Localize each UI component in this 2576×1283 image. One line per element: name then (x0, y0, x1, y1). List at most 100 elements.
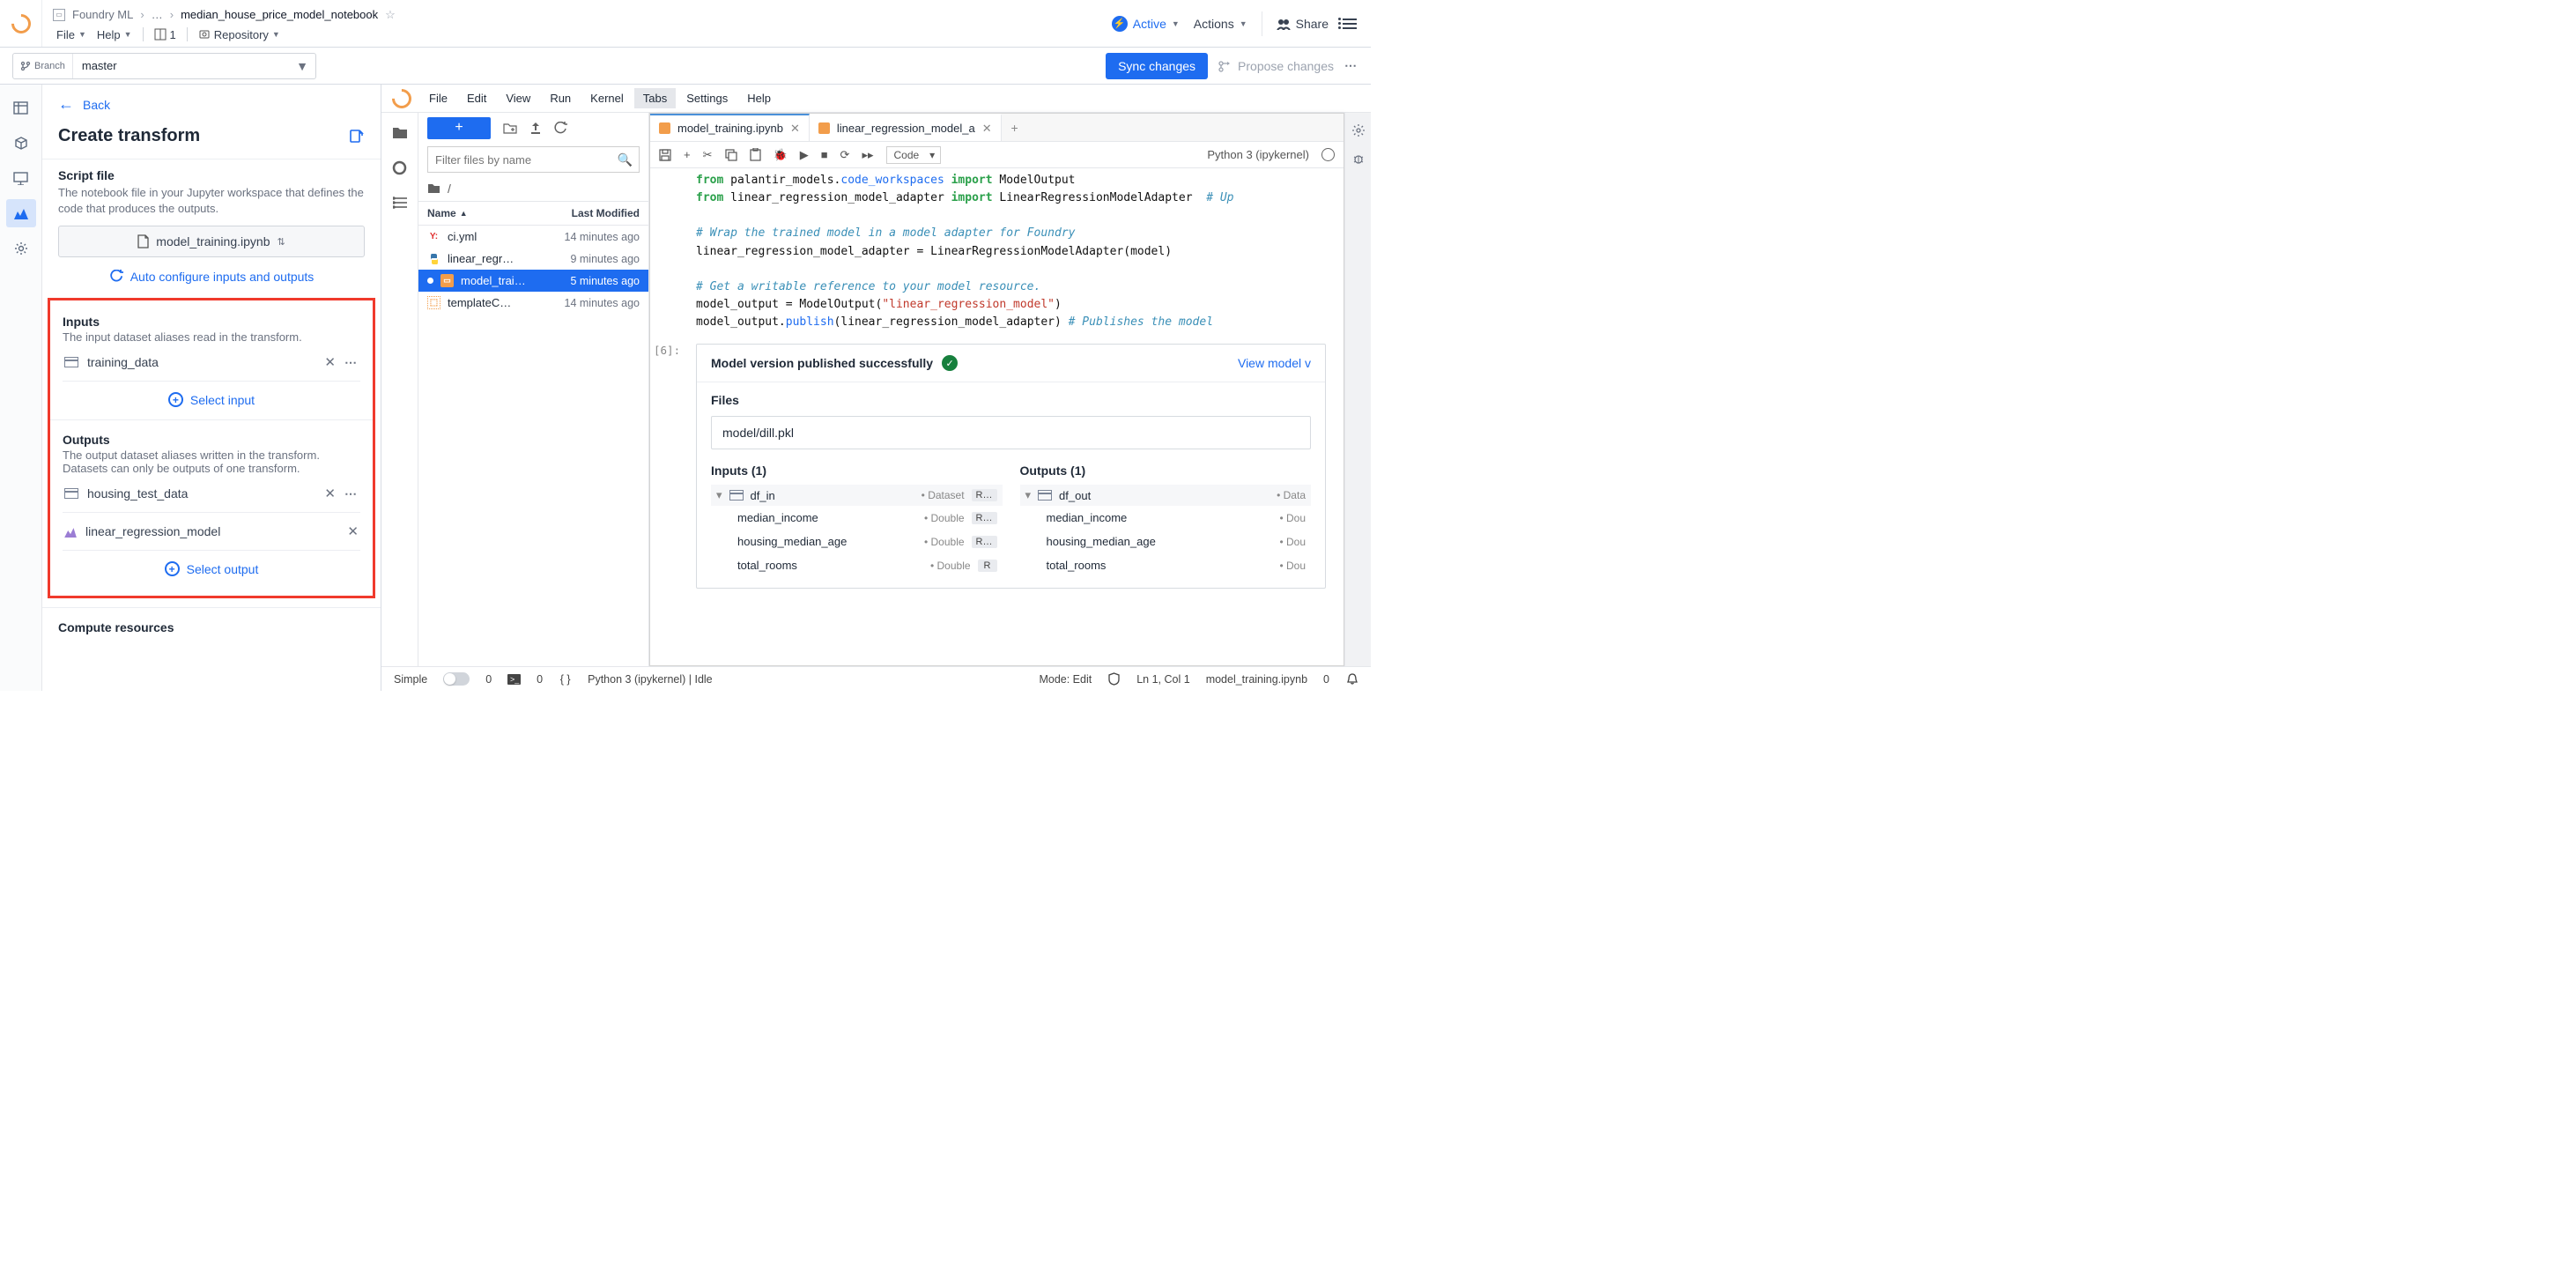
remove-icon[interactable]: ✕ (324, 354, 336, 370)
chevron-down-icon[interactable]: ▾ (1025, 488, 1032, 502)
file-row[interactable]: ▭model_trai…5 minutes ago (418, 270, 648, 292)
more-icon[interactable]: ⋯ (344, 486, 359, 501)
cell-type-select[interactable]: Code (886, 146, 942, 164)
select-input-button[interactable]: + Select input (63, 382, 360, 411)
jup-menu-help[interactable]: Help (738, 88, 780, 108)
remove-icon[interactable]: ✕ (324, 486, 336, 501)
app-menu-icon[interactable] (1343, 19, 1357, 29)
brackets-icon[interactable]: { } (559, 672, 572, 686)
rail-settings-icon[interactable] (6, 234, 36, 263)
breadcrumb-ellipsis[interactable]: … (152, 8, 163, 21)
bug-icon[interactable]: 🐞 (774, 148, 788, 162)
close-icon[interactable]: ✕ (982, 122, 992, 136)
branch-selector[interactable]: Branch master ▼ (12, 53, 316, 79)
upload-icon[interactable] (529, 122, 542, 135)
rail-transforms-icon[interactable] (6, 199, 36, 227)
refresh-icon[interactable] (554, 122, 567, 135)
rail-table-icon[interactable] (6, 93, 36, 122)
file-menu[interactable]: File▼ (53, 26, 90, 43)
rail-presentation-icon[interactable] (6, 164, 36, 192)
model-icon (64, 525, 77, 538)
output-title: Model version published successfully (711, 356, 933, 370)
simple-toggle[interactable] (443, 672, 470, 686)
notebook-tab[interactable]: model_training.ipynb ✕ (650, 114, 810, 141)
notebook-icon: ▭ (440, 274, 454, 287)
save-icon[interactable] (659, 149, 671, 161)
close-icon[interactable]: ✕ (790, 122, 800, 136)
input-item[interactable]: training_data ✕ ⋯ (63, 344, 360, 382)
jup-menu-view[interactable]: View (497, 88, 539, 108)
propose-changes-button[interactable]: Propose changes (1218, 59, 1334, 73)
code-cell[interactable]: from palantir_models.code_workspaces imp… (696, 168, 1344, 340)
new-file-button[interactable]: + (427, 117, 491, 139)
rail-package-icon[interactable] (6, 129, 36, 157)
dataset-icon (64, 488, 78, 499)
script-file-selector[interactable]: model_training.ipynb ⇅ (58, 226, 365, 257)
file-row[interactable]: linear_regr…9 minutes ago (418, 248, 648, 270)
share-button[interactable]: Share (1277, 17, 1329, 31)
more-icon[interactable]: ⋯ (1344, 58, 1358, 73)
shield-icon[interactable] (1107, 672, 1121, 686)
restart-icon[interactable]: ⟳ (840, 148, 850, 162)
io-output-row[interactable]: ▾ df_out • Data (1020, 485, 1312, 506)
jup-menu-kernel[interactable]: Kernel (581, 88, 633, 108)
outputs-heading: Outputs (63, 433, 360, 447)
add-tab-button[interactable]: + (1002, 114, 1028, 141)
output-item[interactable]: linear_regression_model ✕ (63, 513, 360, 551)
terminal-icon[interactable]: >_ (507, 672, 521, 686)
jup-menu-edit[interactable]: Edit (458, 88, 495, 108)
more-icon[interactable]: ⋯ (344, 355, 359, 370)
file-path[interactable]: / (418, 176, 648, 202)
output-item[interactable]: housing_test_data ✕ ⋯ (63, 475, 360, 513)
jup-rail-toc-icon[interactable] (391, 194, 409, 211)
jup-rail-running-icon[interactable] (391, 159, 409, 176)
right-rail-gear-icon[interactable] (1351, 123, 1366, 137)
breadcrumb-root[interactable]: Foundry ML (72, 8, 133, 21)
io-input-row[interactable]: ▾ df_in • Dataset R… (711, 485, 1003, 506)
bell-icon[interactable] (1345, 672, 1358, 686)
run-icon[interactable]: ▶ (800, 148, 809, 162)
active-status[interactable]: ⚡ Active▼ (1112, 16, 1180, 32)
sync-changes-button[interactable]: Sync changes (1106, 53, 1208, 79)
transform-icon[interactable] (349, 129, 365, 145)
chevron-down-icon[interactable]: ▾ (716, 488, 722, 502)
tabs-indicator[interactable]: 1 (151, 26, 180, 43)
auto-configure-button[interactable]: Auto configure inputs and outputs (58, 270, 365, 284)
copy-icon[interactable] (725, 149, 737, 161)
repository-menu[interactable]: Repository▼ (195, 26, 284, 43)
notebook-tab[interactable]: linear_regression_model_a ✕ (810, 114, 1002, 141)
kernel-status-icon (1321, 148, 1335, 161)
new-folder-icon[interactable] (503, 122, 517, 134)
select-output-button[interactable]: + Select output (63, 551, 360, 580)
jup-menu-run[interactable]: Run (541, 88, 580, 108)
file-filter-input[interactable] (427, 146, 640, 173)
view-model-link[interactable]: View model v (1238, 356, 1311, 370)
jup-menu-tabs[interactable]: Tabs (634, 88, 676, 108)
inputs-desc: The input dataset aliases read in the tr… (63, 330, 360, 344)
actions-menu[interactable]: Actions▼ (1194, 17, 1247, 31)
col-modified[interactable]: Last Modified (572, 207, 640, 219)
sort-icon: ⇅ (277, 236, 285, 248)
back-button[interactable]: ←Back (58, 95, 365, 114)
jup-rail-folder-icon[interactable] (391, 123, 409, 141)
remove-icon[interactable]: ✕ (347, 523, 359, 539)
stop-icon[interactable]: ■ (821, 148, 828, 161)
status-kernel: Python 3 (ipykernel) | Idle (588, 673, 713, 686)
paste-icon[interactable] (750, 148, 761, 161)
cut-icon[interactable]: ✂ (703, 148, 713, 162)
file-row[interactable]: Y:ci.yml14 minutes ago (418, 226, 648, 248)
jup-menu-file[interactable]: File (420, 88, 456, 108)
kernel-name[interactable]: Python 3 (ipykernel) (1207, 148, 1309, 161)
col-name[interactable]: Name ▲ (427, 207, 572, 219)
star-icon[interactable]: ☆ (385, 8, 396, 22)
right-rail-debug-icon[interactable] (1351, 152, 1366, 166)
run-all-icon[interactable]: ▸▸ (862, 148, 873, 162)
app-logo[interactable] (0, 0, 42, 47)
jup-menu-settings[interactable]: Settings (677, 88, 737, 108)
add-cell-icon[interactable]: + (684, 148, 691, 161)
file-row[interactable]: ⬚templateC…14 minutes ago (418, 292, 648, 314)
file-entry: model/dill.pkl (711, 416, 1311, 449)
breadcrumb-current[interactable]: median_house_price_model_notebook (181, 8, 378, 21)
help-menu[interactable]: Help▼ (93, 26, 136, 43)
yaml-icon: Y: (427, 230, 440, 243)
